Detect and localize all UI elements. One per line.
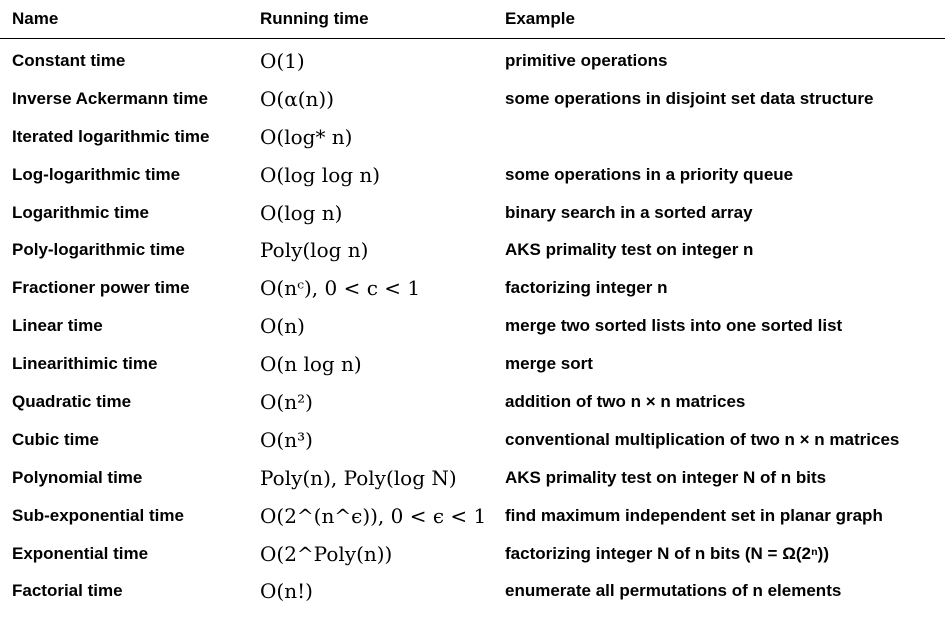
- example: some operations in a priority queue: [505, 164, 794, 184]
- table-row: Poly-logarithmic time Poly(log n) AKS prim…: [0, 231, 945, 269]
- table-row: Log-logarithmic time O(log log n) some ope…: [0, 156, 945, 194]
- complexity-name: Linear time: [12, 316, 103, 336]
- complexity-name: Inverse Ackermann time: [12, 88, 208, 108]
- example: primitive operations: [505, 50, 668, 70]
- table-row: Polynomial time Poly(n), Poly(log N) AKS p…: [0, 459, 945, 497]
- running-time: O(n!): [260, 579, 313, 604]
- example: find maximum independent set in planar g…: [505, 505, 883, 525]
- running-time: O(n log n): [260, 352, 362, 377]
- example: some operations in disjoint set data str…: [505, 88, 874, 108]
- example: conventional multiplication of two n × n…: [505, 429, 900, 449]
- header-running-time: Running time: [250, 0, 495, 39]
- complexity-name: Quadratic time: [12, 391, 132, 411]
- table-row: Linearithimic time O(n log n) merge sort: [0, 345, 945, 383]
- complexity-name: Poly-logarithmic time: [12, 240, 185, 260]
- running-time: O(log log n): [260, 162, 381, 187]
- complexity-name: Sub-exponential time: [12, 505, 184, 525]
- example: enumerate all permutations of n elements: [505, 581, 842, 601]
- complexity-name: Log-logarithmic time: [12, 164, 181, 184]
- example: [495, 118, 945, 156]
- table-row: Constant time O(1) primitive operations: [0, 39, 945, 80]
- complexity-name: Logarithmic time: [12, 202, 149, 222]
- table-row: Inverse Ackermann time O(α(n)) some operat…: [0, 80, 945, 118]
- header-example: Example: [495, 0, 945, 39]
- running-time: O(2^Poly(n)): [260, 541, 393, 566]
- table-row: Quadratic time O(n²) addition of two n × n…: [0, 383, 945, 421]
- example: factorizing integer N of n bits (N = Ω(2…: [505, 543, 830, 563]
- example: AKS primality test on integer n: [505, 240, 754, 260]
- running-time: O(n³): [260, 427, 313, 452]
- running-time: Poly(n), Poly(log N): [260, 465, 457, 490]
- header-row: Name Running time Example: [0, 0, 945, 39]
- example: AKS primality test on integer N of n bit…: [505, 467, 827, 487]
- example: merge sort: [505, 354, 593, 374]
- complexity-name: Constant time: [12, 50, 126, 70]
- complexity-name: Polynomial time: [12, 467, 143, 487]
- table-row: Factorial time O(n!) enumerate all permuta…: [0, 572, 945, 610]
- running-time: O(2^(n^ϵ)), 0 < ϵ < 1: [260, 503, 487, 528]
- table-row: Iterated logarithmic time O(log* n): [0, 118, 945, 156]
- complexity-name: Cubic time: [12, 429, 99, 449]
- table-row: Fractioner power time O(nᶜ), 0 < c < 1 fac…: [0, 269, 945, 307]
- table-row: Sub-exponential time O(2^(n^ϵ)), 0 < ϵ < …: [0, 497, 945, 535]
- complexity-name: Factorial time: [12, 581, 123, 601]
- complexity-name: Fractioner power time: [12, 278, 190, 298]
- header-name: Name: [0, 0, 250, 39]
- example: factorizing integer n: [505, 278, 668, 298]
- table-body: Constant time O(1) primitive operations Inv…: [0, 39, 945, 611]
- complexity-name: Linearithimic time: [12, 354, 158, 374]
- complexity-name: Exponential time: [12, 543, 149, 563]
- example: binary search in a sorted array: [505, 202, 753, 222]
- running-time: O(nᶜ), 0 < c < 1: [260, 276, 421, 301]
- running-time: O(n²): [260, 389, 313, 414]
- running-time: Poly(log n): [260, 238, 369, 263]
- running-time: O(n): [260, 314, 305, 339]
- table-row: Logarithmic time O(log n) binary search in…: [0, 194, 945, 232]
- table-row: Exponential time O(2^Poly(n)) factorizing …: [0, 535, 945, 573]
- complexity-name: Iterated logarithmic time: [12, 126, 210, 146]
- table-row: Linear time O(n) merge two sorted lists in…: [0, 307, 945, 345]
- example: merge two sorted lists into one sorted l…: [505, 316, 843, 336]
- running-time: O(α(n)): [260, 86, 334, 111]
- running-time: O(log* n): [260, 124, 353, 149]
- table-row: Cubic time O(n³) conventional multiplicati…: [0, 421, 945, 459]
- running-time: O(log n): [260, 200, 343, 225]
- example: addition of two n × n matrices: [505, 391, 746, 411]
- running-time: O(1): [260, 48, 305, 73]
